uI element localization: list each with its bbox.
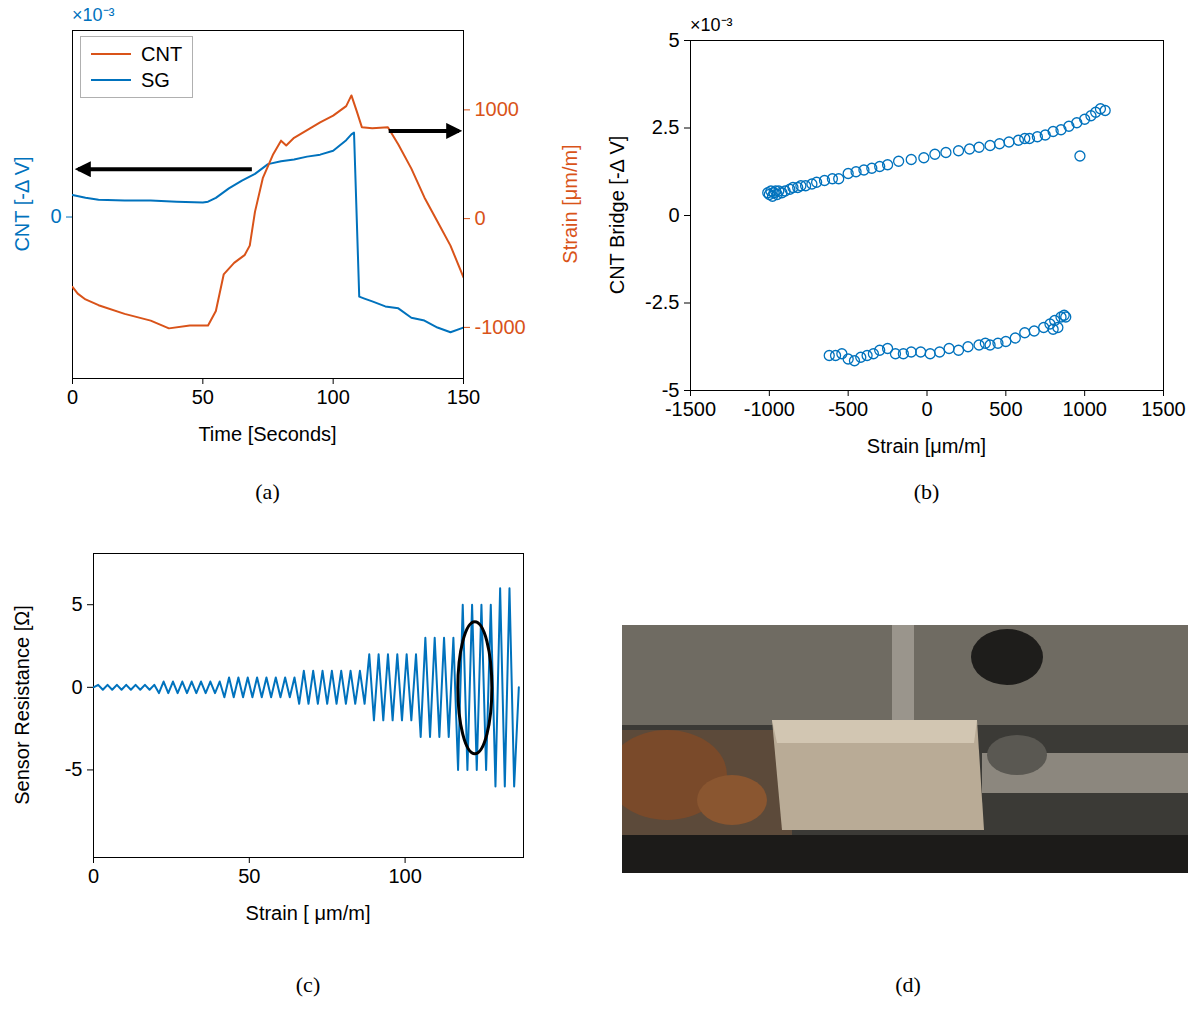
html-text:Sensor Resistance [Ω]: Sensor Resistance [Ω] [11, 605, 33, 805]
html-text:CNT [-Δ V]: CNT [-Δ V] [11, 156, 33, 252]
svg-text:0: 0 [668, 204, 679, 226]
html-text:Strain [μm/m]: Strain [μm/m] [559, 144, 581, 264]
svg-text:1000: 1000 [475, 98, 520, 120]
html-text:Time [Seconds]: Time [Seconds] [198, 423, 337, 445]
svg-text:-2.5: -2.5 [645, 291, 679, 313]
svg-text:1000: 1000 [1062, 398, 1107, 420]
html-text:Strain [μm/m]: Strain [μm/m] [866, 435, 987, 457]
svg-text:0: 0 [71, 676, 82, 698]
html-text:(c): (c) [295, 971, 321, 997]
html-text:×10⁻³: ×10⁻³ [72, 5, 115, 26]
svg-text:0: 0 [921, 398, 932, 420]
svg-text:5: 5 [71, 593, 82, 615]
svg-text:0: 0 [50, 205, 61, 227]
html-text:(b): (b) [913, 478, 940, 504]
svg-text:150: 150 [447, 386, 480, 408]
svg-text:50: 50 [238, 865, 260, 887]
svg-text:-5: -5 [65, 758, 83, 780]
svg-text:0: 0 [88, 865, 99, 887]
svg-text:100: 100 [316, 386, 349, 408]
html-text:SG: SG [141, 68, 170, 91]
html-text:×10⁻³: ×10⁻³ [690, 15, 733, 36]
svg-text:100: 100 [388, 865, 421, 887]
html-text:CNT: CNT [141, 42, 183, 65]
svg-text:-5: -5 [662, 379, 680, 401]
svg-text:500: 500 [989, 398, 1022, 420]
svg-text:50: 50 [192, 386, 214, 408]
html-text:(d): (d) [895, 971, 921, 997]
svg-text:5: 5 [668, 29, 679, 51]
svg-text:-1000: -1000 [475, 316, 526, 338]
svg-text:1500: 1500 [1141, 398, 1186, 420]
svg-text:0: 0 [67, 386, 78, 408]
html-text:(a): (a) [255, 478, 280, 504]
html-text:CNT Bridge [-Δ V]: CNT Bridge [-Δ V] [606, 135, 628, 295]
svg-text:-500: -500 [828, 398, 868, 420]
html-text:Strain [ μm/m]: Strain [ μm/m] [245, 902, 371, 924]
svg-text:2.5: 2.5 [652, 116, 680, 138]
svg-text:-1500: -1500 [665, 398, 716, 420]
svg-text:0: 0 [475, 207, 486, 229]
svg-text:-1000: -1000 [744, 398, 795, 420]
